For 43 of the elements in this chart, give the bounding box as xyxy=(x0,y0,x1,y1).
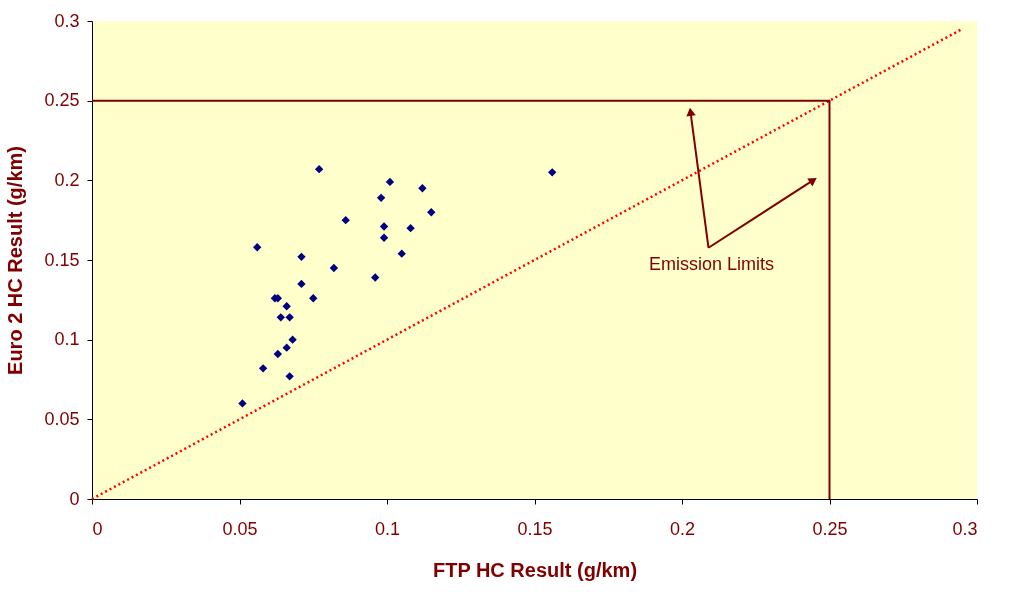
point xyxy=(297,252,306,261)
point xyxy=(285,372,294,381)
point xyxy=(314,165,324,174)
point xyxy=(258,364,268,373)
x-tick-label: 0.1 xyxy=(374,518,401,539)
point xyxy=(276,313,285,322)
point xyxy=(406,223,415,233)
y-tick-label: 0.25 xyxy=(44,90,80,111)
point xyxy=(397,249,406,258)
point xyxy=(376,193,386,203)
y-tick-label: 0.05 xyxy=(44,408,80,429)
x-tick-label: 0.2 xyxy=(669,518,696,539)
point xyxy=(379,222,389,231)
y-axis-title: Euro 2 HC Result (g/km) xyxy=(4,146,27,375)
x-tick-label: 0 xyxy=(92,518,103,539)
point xyxy=(282,302,291,311)
y-tick-label: 0 xyxy=(69,488,80,509)
point xyxy=(297,279,306,289)
annotation: Emission Limits xyxy=(648,253,775,274)
y-tick-label: 0.15 xyxy=(44,249,80,270)
y-tick-label: 0.2 xyxy=(54,169,80,190)
point xyxy=(341,215,350,225)
point xyxy=(329,263,339,273)
point xyxy=(288,335,297,344)
point xyxy=(309,294,318,303)
point xyxy=(371,273,380,282)
x-tick-label: 0.15 xyxy=(517,518,553,539)
point xyxy=(282,343,291,352)
point xyxy=(427,208,436,217)
point xyxy=(418,184,427,193)
point xyxy=(548,168,557,177)
y-tick-label: 0.3 xyxy=(54,10,80,31)
point xyxy=(253,243,262,252)
x-tick-label: 0.3 xyxy=(952,518,978,539)
x-axis-title: FTP HC Result (g/km) xyxy=(432,558,638,581)
x-tick-label: 0.25 xyxy=(812,518,848,539)
point xyxy=(385,177,395,187)
point xyxy=(379,233,389,242)
point xyxy=(273,349,283,359)
y-tick-label: 0.1 xyxy=(54,329,80,350)
point xyxy=(238,399,247,408)
x-tick-label: 0.05 xyxy=(222,518,258,539)
point xyxy=(285,313,294,322)
